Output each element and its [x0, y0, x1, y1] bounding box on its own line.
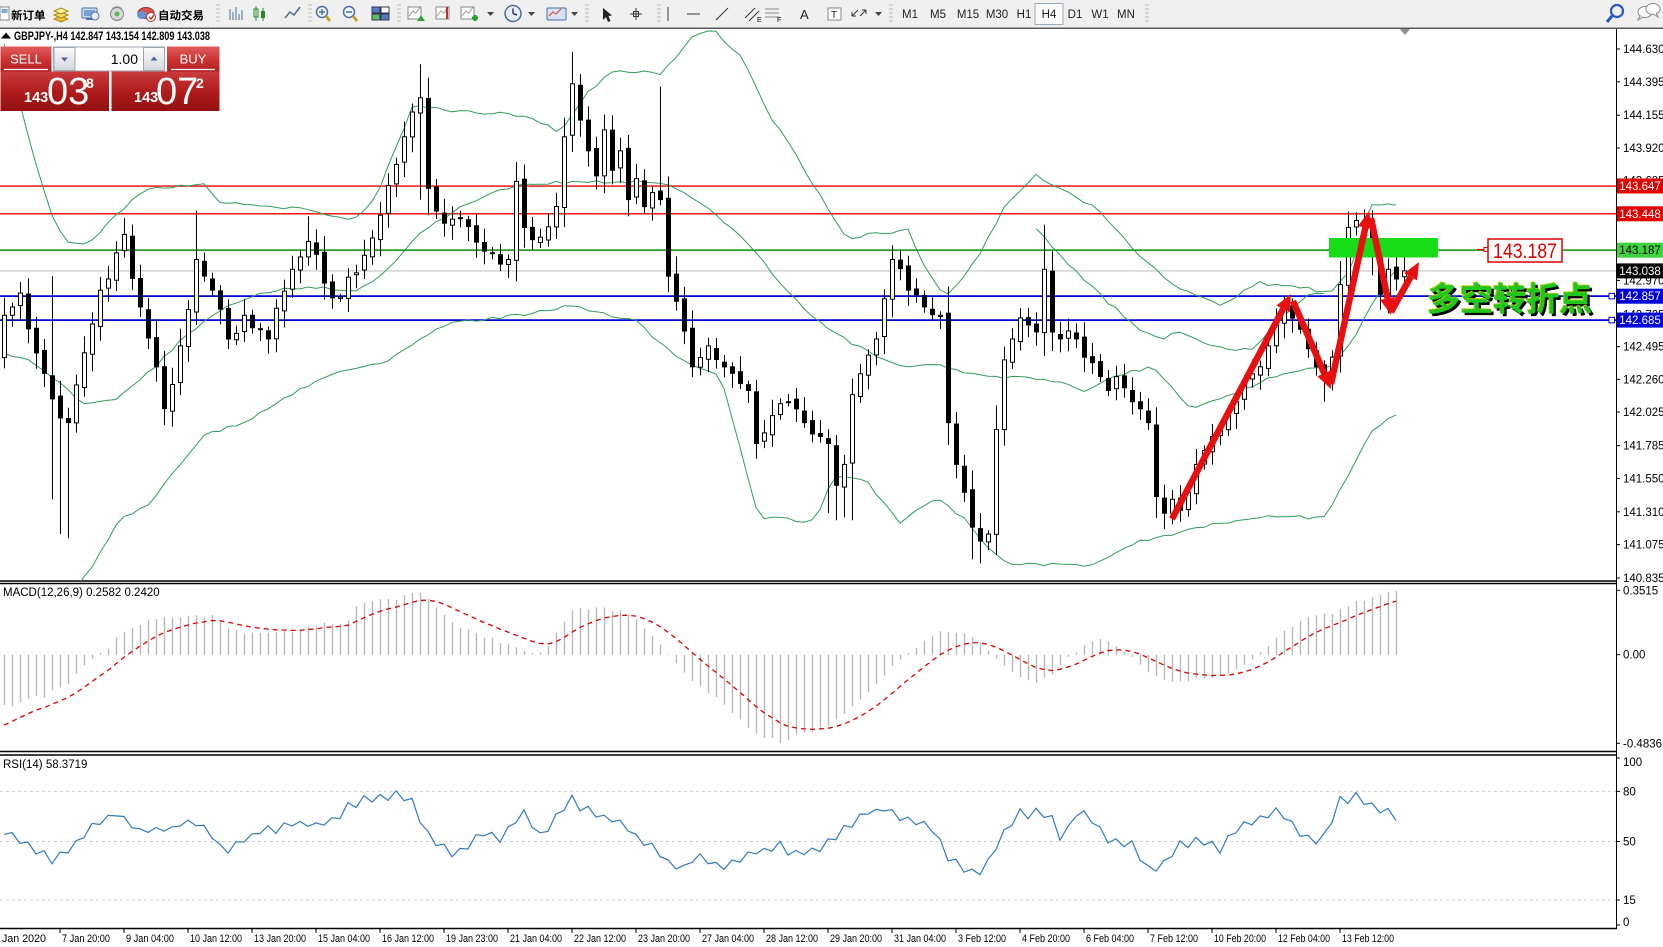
svg-text:10 Jan 12:00: 10 Jan 12:00 — [190, 933, 242, 945]
svg-text:T: T — [831, 10, 837, 21]
svg-text:21 Jan 04:00: 21 Jan 04:00 — [510, 933, 562, 945]
svg-text:142.260: 142.260 — [1623, 374, 1663, 386]
svg-text:22 Jan 12:00: 22 Jan 12:00 — [574, 933, 626, 945]
svg-text:12 Feb 04:00: 12 Feb 04:00 — [1278, 933, 1330, 945]
svg-text:143.448: 143.448 — [1619, 209, 1661, 221]
svg-text:E: E — [757, 17, 762, 24]
svg-text:19 Jan 23:00: 19 Jan 23:00 — [446, 933, 498, 945]
svg-text:142.495: 142.495 — [1623, 342, 1663, 354]
svg-text:15: 15 — [1623, 895, 1636, 907]
svg-text:F: F — [777, 17, 781, 24]
svg-text:142.685: 142.685 — [1619, 315, 1661, 327]
svg-text:H1: H1 — [1017, 9, 1032, 21]
svg-text:144.395: 144.395 — [1623, 77, 1663, 89]
svg-text:141.550: 141.550 — [1623, 473, 1663, 485]
svg-text:29 Jan 20:00: 29 Jan 20:00 — [830, 933, 882, 945]
svg-text:28 Jan 12:00: 28 Jan 12:00 — [766, 933, 818, 945]
svg-text:BUY: BUY — [180, 52, 207, 67]
svg-text:M1: M1 — [902, 9, 918, 21]
svg-text:W1: W1 — [1091, 9, 1108, 21]
svg-text:31 Jan 04:00: 31 Jan 04:00 — [894, 933, 946, 945]
svg-text:143.920: 143.920 — [1623, 143, 1663, 155]
svg-text:143.187: 143.187 — [1619, 245, 1661, 257]
svg-text:80: 80 — [1623, 786, 1636, 798]
svg-text:143: 143 — [134, 90, 158, 106]
svg-text:16 Jan 12:00: 16 Jan 12:00 — [382, 933, 434, 945]
svg-text:144.155: 144.155 — [1623, 110, 1663, 122]
svg-text:1.00: 1.00 — [111, 51, 138, 67]
svg-text:4 Feb 20:00: 4 Feb 20:00 — [1022, 933, 1070, 945]
svg-text:7 Feb 12:00: 7 Feb 12:00 — [1150, 933, 1198, 945]
svg-text:141.075: 141.075 — [1623, 540, 1663, 552]
svg-text:15 Jan 04:00: 15 Jan 04:00 — [318, 933, 370, 945]
svg-text:140.835: 140.835 — [1623, 573, 1663, 585]
svg-text:142.857: 142.857 — [1619, 291, 1661, 303]
svg-text:13 Jan 20:00: 13 Jan 20:00 — [254, 933, 306, 945]
svg-text:9 Jan 04:00: 9 Jan 04:00 — [126, 933, 174, 945]
svg-text:0.00: 0.00 — [1623, 650, 1645, 662]
svg-text:141.310: 141.310 — [1623, 507, 1663, 519]
svg-text:143.038: 143.038 — [1619, 266, 1661, 278]
svg-text:A: A — [800, 7, 809, 22]
svg-text:GBPJPY-,H4 142.847 143.154 14: GBPJPY-,H4 142.847 143.154 142.809 143.0… — [14, 31, 210, 43]
svg-text:27 Jan 04:00: 27 Jan 04:00 — [702, 933, 754, 945]
svg-text:M5: M5 — [930, 9, 946, 21]
svg-text:0.3515: 0.3515 — [1623, 585, 1658, 597]
svg-text:M15: M15 — [957, 9, 979, 21]
svg-text:Jan 2020: Jan 2020 — [2, 933, 46, 945]
svg-text:23 Jan 20:00: 23 Jan 20:00 — [638, 933, 690, 945]
svg-text:H4: H4 — [1042, 9, 1057, 21]
svg-text:2: 2 — [196, 75, 204, 91]
svg-text:SELL: SELL — [10, 52, 42, 67]
svg-text:142.025: 142.025 — [1623, 407, 1663, 419]
svg-text:8: 8 — [86, 75, 94, 91]
svg-text:143.647: 143.647 — [1619, 181, 1661, 193]
svg-text:07: 07 — [156, 71, 198, 113]
svg-text:6 Feb 04:00: 6 Feb 04:00 — [1086, 933, 1134, 945]
svg-text:-0.4836: -0.4836 — [1623, 738, 1662, 750]
svg-text:50: 50 — [1623, 837, 1636, 849]
svg-text:0: 0 — [1623, 917, 1629, 929]
svg-text:3 Feb 12:00: 3 Feb 12:00 — [958, 933, 1006, 945]
svg-text:M30: M30 — [986, 9, 1008, 21]
svg-text:03: 03 — [47, 71, 89, 113]
svg-text:MN: MN — [1117, 9, 1135, 21]
svg-text:100: 100 — [1623, 757, 1642, 769]
svg-text:143.187: 143.187 — [1493, 240, 1557, 263]
svg-text:13 Feb 12:00: 13 Feb 12:00 — [1342, 933, 1394, 945]
svg-text:D1: D1 — [1068, 9, 1083, 21]
svg-text:RSI(14) 58.3719: RSI(14) 58.3719 — [3, 759, 87, 771]
svg-text:141.785: 141.785 — [1623, 441, 1663, 453]
svg-text:143: 143 — [24, 90, 48, 106]
svg-text:144.630: 144.630 — [1623, 44, 1663, 56]
svg-text:7 Jan 20:00: 7 Jan 20:00 — [62, 933, 110, 945]
svg-text:10 Feb 20:00: 10 Feb 20:00 — [1214, 933, 1266, 945]
svg-text:MACD(12,26,9) 0.2582 0.2420: MACD(12,26,9) 0.2582 0.2420 — [3, 587, 160, 599]
